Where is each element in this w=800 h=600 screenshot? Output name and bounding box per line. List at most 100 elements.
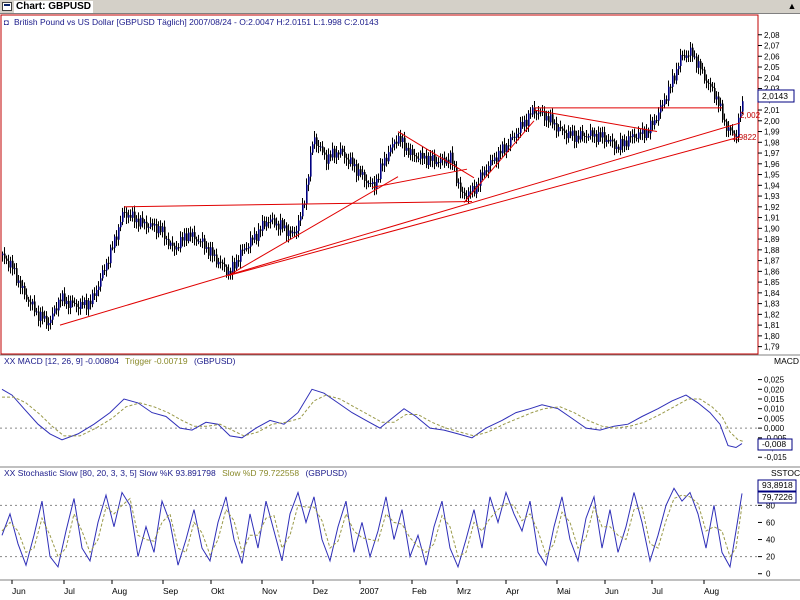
candle-body [562, 128, 564, 131]
candle-body [148, 226, 150, 228]
candle-body [456, 167, 458, 184]
chart-canvas[interactable]: British Pound vs US Dollar [GBPUSD Tägli… [0, 14, 800, 600]
candle-body [318, 145, 320, 147]
candle-body [376, 178, 378, 189]
candle-body [226, 266, 228, 276]
trendline[interactable] [59, 122, 741, 326]
candle-body [378, 178, 380, 180]
candle-body [100, 278, 102, 287]
candle-body [416, 156, 418, 159]
candle-body [600, 132, 602, 138]
candle-body [556, 123, 558, 132]
candle-body [90, 300, 92, 305]
candle-body [728, 127, 730, 131]
trendline[interactable] [533, 109, 658, 133]
candle-body [166, 238, 168, 240]
candle-body [682, 54, 684, 56]
price-y-tick-label: 1,83 [764, 300, 780, 309]
stoch-y-tick-label: 60 [766, 518, 775, 527]
candle-body [176, 247, 178, 250]
candle-body [2, 253, 4, 256]
candle-body [36, 311, 38, 313]
price-panel-marker-icon: ◘ [4, 18, 9, 27]
window-titlebar[interactable]: Chart: GBPUSD ▲ [0, 0, 800, 14]
price-y-tick-label: 1,94 [764, 181, 780, 190]
candle-body [498, 150, 500, 163]
candle-body [448, 159, 450, 164]
candle-body [512, 136, 514, 138]
time-axis-label: Aug [704, 586, 719, 596]
candle-body [120, 221, 122, 228]
candle-body [12, 260, 14, 270]
candle-body [678, 66, 680, 70]
price-y-tick-label: 2,04 [764, 74, 780, 83]
candle-body [130, 214, 132, 218]
candle-body [184, 233, 186, 241]
price-y-tick-label: 2,00 [764, 117, 780, 126]
candle-body [418, 158, 420, 160]
price-y-tick-label: 1,82 [764, 310, 780, 319]
stochastic-panel-header: XX Stochastic Slow [80, 20, 3, 3, 5] Slo… [4, 468, 347, 478]
candle-body [28, 299, 30, 302]
candle-body [272, 218, 274, 220]
candle-body [390, 147, 392, 153]
candle-body [70, 300, 72, 308]
trendline[interactable] [463, 120, 535, 203]
price-y-tick-label: 1,98 [764, 138, 780, 147]
candle-body [508, 145, 510, 147]
candle-body [134, 211, 136, 223]
price-y-tick-label: 2,07 [764, 42, 780, 51]
candle-body [712, 86, 714, 89]
candle-body [404, 137, 406, 151]
candle-body [568, 131, 570, 139]
candle-body [502, 144, 504, 154]
candle-body [164, 226, 166, 240]
candle-body [76, 303, 78, 307]
candle-body [636, 137, 638, 139]
macd-series-macd [1, 388, 743, 449]
candle-body [86, 300, 88, 310]
candle-body [544, 110, 546, 121]
candle-body [656, 120, 658, 122]
candle-body [540, 112, 542, 114]
window-close-button[interactable]: ▲ [787, 1, 797, 11]
candle-body [658, 112, 660, 121]
trendline[interactable] [227, 136, 741, 277]
candle-body [736, 136, 738, 138]
candle-body [434, 154, 436, 165]
candle-body [160, 226, 162, 233]
candle-body [718, 96, 720, 106]
time-axis-label: Mai [557, 586, 571, 596]
candle-body [144, 221, 146, 224]
candle-body [240, 249, 242, 262]
candle-body [414, 154, 416, 157]
price-y-tick-label: 1,81 [764, 321, 780, 330]
candle-body [350, 157, 352, 165]
candle-body [630, 136, 632, 138]
candle-body [686, 55, 688, 58]
price-y-tick-label: 1,80 [764, 332, 780, 341]
candle-body [518, 132, 520, 134]
trendline[interactable] [227, 176, 399, 277]
price-candles [2, 41, 744, 332]
macd-last-value: -0,008 [762, 439, 786, 449]
candle-body [136, 218, 138, 223]
candle-body [398, 136, 400, 144]
candle-body [314, 137, 316, 145]
macd-y-tick-label: -0,015 [764, 453, 787, 462]
candle-body [140, 217, 142, 227]
time-axis-label: Jun [12, 586, 26, 596]
trendline[interactable] [371, 168, 468, 188]
candle-body [740, 111, 742, 118]
candle-body [590, 130, 592, 136]
candle-body [742, 101, 744, 112]
candle-body [612, 139, 614, 142]
candle-body [326, 154, 328, 164]
trendline[interactable] [123, 200, 473, 208]
time-axis-label: Jul [652, 586, 663, 596]
time-axis-label: Dez [313, 586, 328, 596]
time-axis-label: Jun [605, 586, 619, 596]
candle-body [554, 123, 556, 125]
candle-body [486, 170, 488, 172]
candle-body [360, 169, 362, 175]
